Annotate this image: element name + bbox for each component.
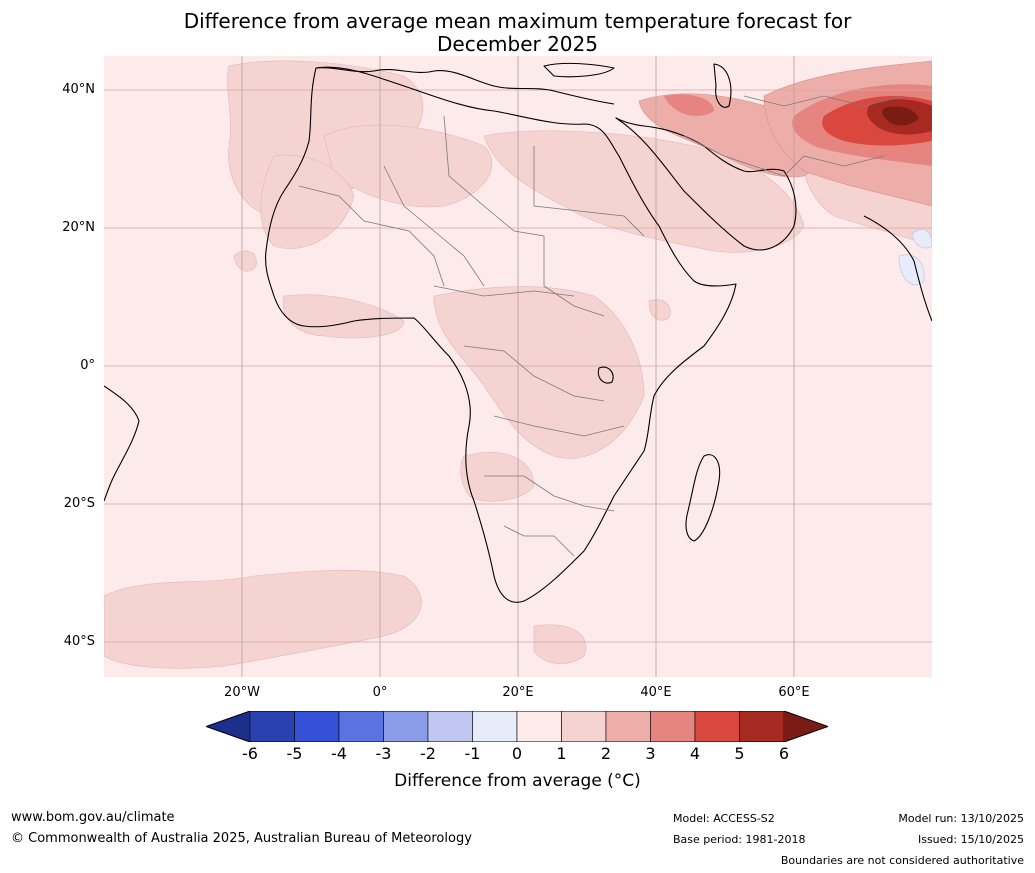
lake-victoria [597,366,614,384]
colorbar-tick-label: 2 [600,744,612,763]
map-title: Difference from average mean maximum tem… [0,10,1035,56]
footer-issued: Issued: 15/10/2025 [917,833,1024,846]
black-sea [543,62,615,78]
lat-label-40n: 40°N [62,82,95,97]
colorbar-segment [294,711,340,742]
lon-label-60e: 60°E [778,685,810,700]
colorbar-tick-label: -4 [331,744,347,763]
footer-website[interactable]: www.bom.gov.au/climate [11,810,175,825]
south-america-coast [104,385,140,502]
colorbar-segment [427,711,473,742]
title-line-2: December 2025 [437,32,598,56]
europe-coast [315,67,615,105]
colorbar-segment [338,711,384,742]
forecast-map [104,56,932,677]
country-borders [298,95,905,557]
colorbar-segment [561,711,607,742]
colorbar-tick-label: -5 [286,744,303,763]
lat-label-20n: 20°N [62,220,95,235]
colorbar-tick-label: -1 [464,744,481,763]
lon-label-40e: 40°E [640,685,672,700]
footer-model-run: Model run: 13/10/2025 [898,812,1024,825]
colorbar-tick-label: -3 [375,744,392,763]
colorbar-tick-label: 0 [511,744,523,763]
footer-disclaimer: Boundaries are not considered authoritat… [780,854,1024,867]
arabia-coast [615,117,797,251]
coastlines [104,62,932,603]
lat-label-20s: 20°S [63,496,95,511]
lon-label-20w: 20°W [224,685,260,700]
colorbar-label: Difference from average (°C) [394,771,641,791]
colorbar-tick-label: 1 [556,744,567,763]
colorbar-tick-label: 4 [689,744,701,763]
colorbar-tick-label: 5 [734,744,745,763]
africa-coast [265,66,737,603]
lat-label-40s: 40°S [63,634,95,649]
colorbar [206,711,828,742]
footer-copyright: © Commonwealth of Australia 2025, Austra… [11,831,472,846]
caspian-sea [713,63,732,108]
lat-label-0: 0° [80,358,95,373]
colorbar-tick-label: -6 [242,744,258,763]
colorbar-tick-label: 3 [645,744,656,763]
lon-label-20e: 20°E [502,685,534,700]
colorbar-segment [249,711,295,742]
colorbar-segments [206,711,828,742]
madagascar-coast [685,454,721,542]
lon-label-0: 0° [372,685,388,700]
colorbar-segment [694,711,740,742]
title-line-1: Difference from average mean maximum tem… [183,9,852,33]
footer-model: Model: ACCESS-S2 [673,812,775,825]
colorbar-segment [472,711,518,742]
colorbar-segment [650,711,696,742]
colorbar-segment [605,711,651,742]
colorbar-segment [516,711,562,742]
colorbar-segment [383,711,429,742]
colorbar-extend-low [206,711,250,742]
footer-base-period: Base period: 1981-2018 [673,833,806,846]
colorbar-segment [739,711,785,742]
colorbar-extend-high [784,711,828,742]
colorbar-tick-label: -2 [420,744,436,763]
graticule [104,56,932,677]
anomaly-6-plus [882,106,919,126]
colorbar-tick-label: 6 [778,744,790,763]
india-coast [863,215,932,322]
